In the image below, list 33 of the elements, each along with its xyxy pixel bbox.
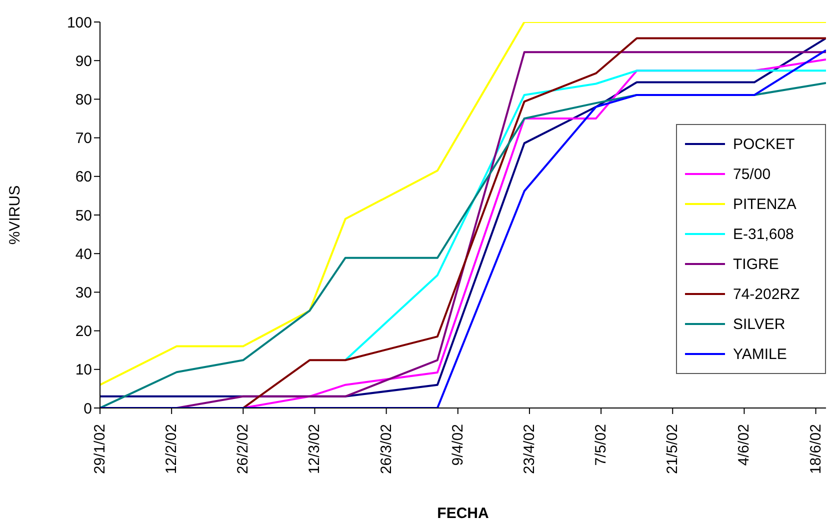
y-tick-label: 70 xyxy=(75,130,92,148)
x-tick-label: 18/6/02 xyxy=(807,424,824,474)
y-tick-label: 50 xyxy=(75,207,92,224)
y-tick-label: 30 xyxy=(75,284,92,302)
y-tick-label: 10 xyxy=(75,362,92,379)
legend-label: E-31,608 xyxy=(733,226,794,242)
x-tick-label: 26/3/02 xyxy=(378,424,395,474)
legend-label: 75/00 xyxy=(733,166,771,182)
legend-label: PITENZA xyxy=(733,196,796,212)
legend-label: SILVER xyxy=(733,316,786,332)
x-axis-title: FECHA xyxy=(437,505,489,522)
x-tick-label: 26/2/02 xyxy=(234,424,252,474)
x-tick-label: 21/5/02 xyxy=(664,424,682,474)
x-tick-label: 9/4/02 xyxy=(449,424,466,466)
x-tick-label: 7/5/02 xyxy=(592,424,610,466)
legend-label: TIGRE xyxy=(733,256,779,272)
y-tick-label: 40 xyxy=(75,246,92,263)
y-tick-label: 80 xyxy=(75,92,92,109)
x-tick-label: 23/4/02 xyxy=(520,424,538,474)
legend-label: YAMILE xyxy=(733,346,787,362)
x-tick-label: 12/3/02 xyxy=(306,424,324,474)
y-tick-label: 20 xyxy=(75,323,92,340)
x-tick-label: 4/6/02 xyxy=(736,424,753,466)
x-tick-label: 29/1/02 xyxy=(92,424,108,474)
legend-label: POCKET xyxy=(733,136,795,152)
y-tick-label: 100 xyxy=(66,14,92,32)
line-series xyxy=(344,70,826,362)
y-tick-label: 60 xyxy=(75,168,92,186)
x-tick-label: 12/2/02 xyxy=(163,424,180,474)
y-axis-title: %VIRUS xyxy=(6,185,24,245)
y-tick-label: 0 xyxy=(84,400,92,418)
y-tick-label: 90 xyxy=(75,52,92,70)
legend-label: 74-202RZ xyxy=(733,286,800,302)
